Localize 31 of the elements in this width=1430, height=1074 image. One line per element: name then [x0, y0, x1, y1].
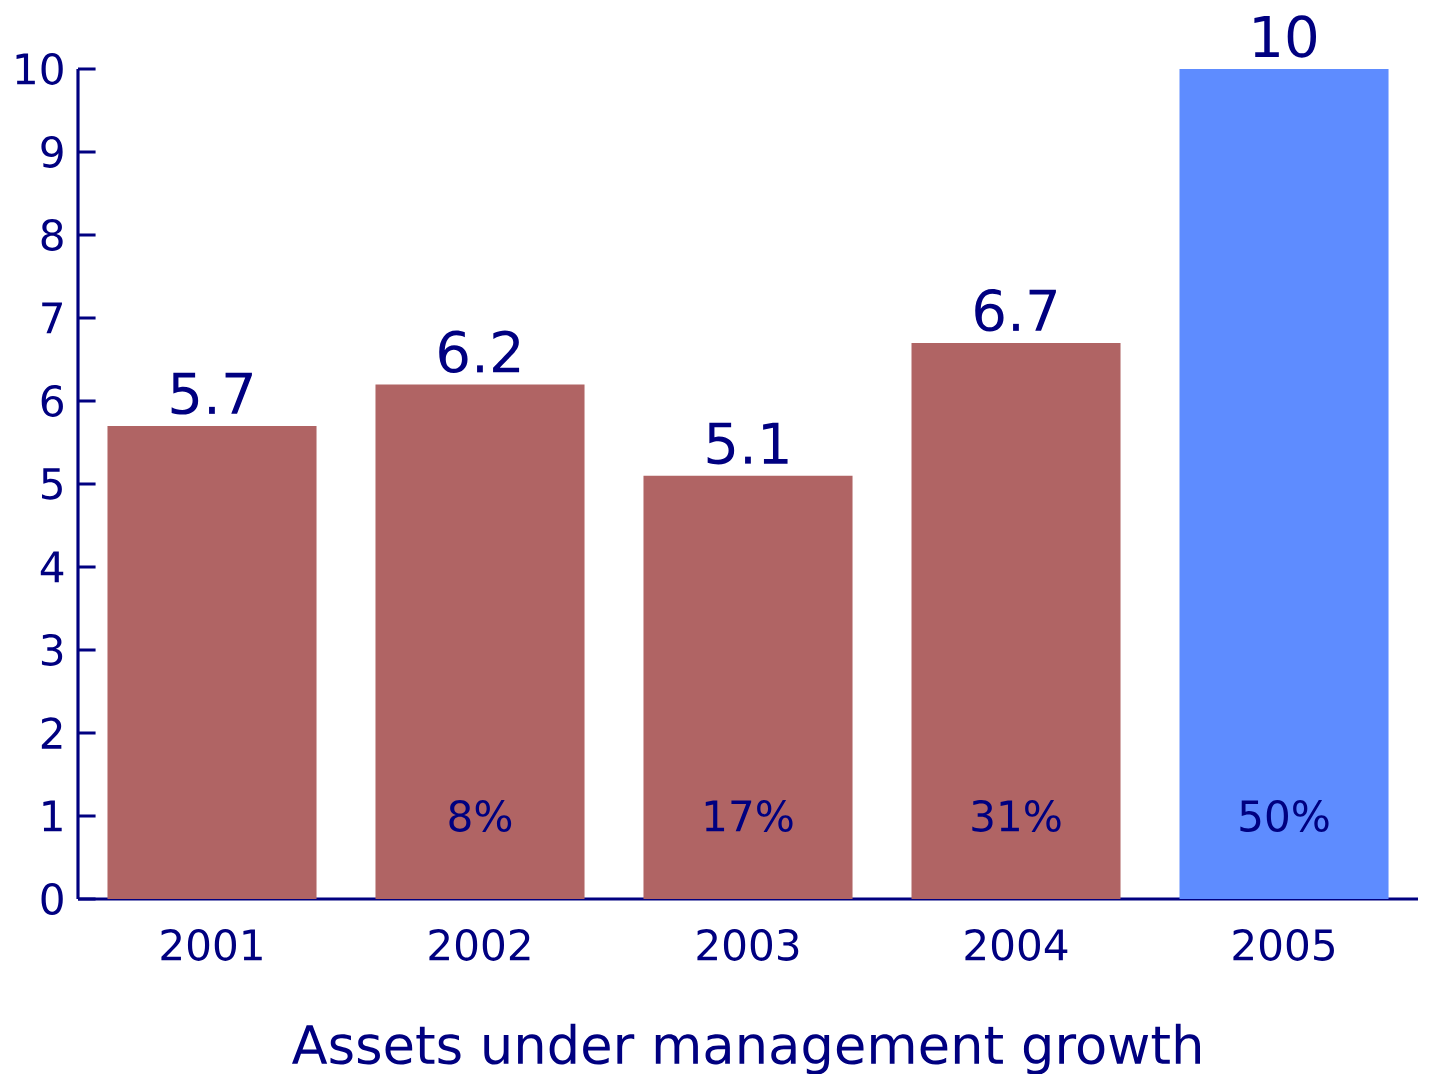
x-tick-label: 2002: [429, 928, 530, 961]
bar: [1179, 68, 1389, 900]
y-tick-label: 7: [42, 302, 62, 334]
y-tick-label: 5: [42, 468, 62, 500]
x-axis-title: Assets under management growth: [291, 1023, 1200, 1074]
y-tick-label: 1: [43, 800, 62, 832]
x-tick-label: 2005: [1233, 928, 1334, 961]
x-tick-label: 2001: [161, 928, 262, 961]
x-tick-label: 2003: [697, 928, 799, 961]
bar: [911, 342, 1121, 900]
bar: [375, 384, 585, 900]
x-tick-label: 2004: [965, 928, 1068, 961]
annotation: 31%: [972, 800, 1061, 832]
y-tick-label: 0: [41, 883, 63, 915]
data-label: 5.7: [171, 372, 252, 415]
annotation: 8%: [449, 800, 512, 832]
bar: [643, 475, 853, 900]
annotation: 50%: [1240, 800, 1329, 832]
y-tick-label: 3: [41, 634, 63, 666]
bar: [107, 425, 317, 900]
data-label: 6.7: [975, 289, 1056, 332]
y-tick-label: 2: [41, 717, 62, 749]
annotation: 17%: [705, 800, 793, 832]
y-tick-label: 6: [41, 385, 63, 417]
data-label: 6.2: [439, 330, 520, 374]
y-tick-label: 4: [40, 551, 64, 583]
data-label: 5.1: [707, 422, 788, 465]
y-tick-label: 10: [16, 53, 63, 85]
y-tick-label: 9: [41, 136, 63, 168]
data-label: 10: [1254, 15, 1317, 58]
y-tick-label: 8: [41, 219, 63, 251]
